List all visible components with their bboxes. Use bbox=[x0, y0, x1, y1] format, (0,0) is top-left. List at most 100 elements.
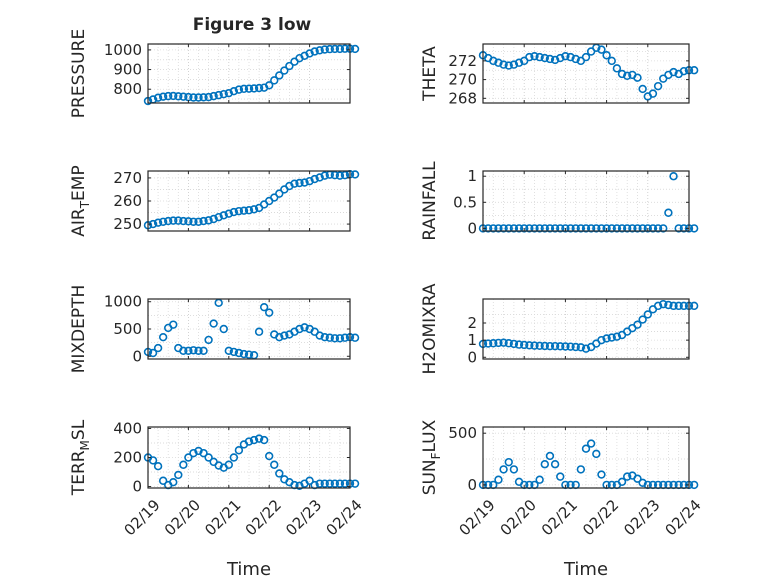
data-point bbox=[494, 475, 503, 484]
data-point bbox=[310, 174, 319, 184]
data-point bbox=[519, 340, 529, 350]
y-tick-label: 0 bbox=[132, 347, 142, 365]
data-point bbox=[340, 479, 350, 488]
data-point bbox=[530, 341, 539, 350]
data-point bbox=[184, 346, 193, 356]
data-point bbox=[148, 348, 158, 358]
data-point bbox=[592, 224, 601, 233]
data-point bbox=[189, 217, 198, 226]
data-point bbox=[679, 66, 689, 76]
data-point bbox=[179, 216, 188, 226]
data-point bbox=[254, 327, 264, 336]
data-point bbox=[499, 338, 508, 347]
data-point bbox=[581, 344, 591, 353]
data-point bbox=[249, 205, 259, 214]
data-point bbox=[229, 347, 239, 357]
data-point bbox=[194, 346, 203, 356]
x-tick-label: 02/22 bbox=[242, 496, 285, 539]
data-point bbox=[229, 86, 239, 96]
data-point bbox=[153, 218, 163, 227]
x-tick-label: 02/19 bbox=[455, 496, 498, 539]
data-point bbox=[335, 479, 345, 488]
y-axis-label: H2OMIXRA bbox=[420, 283, 440, 374]
x-tick-label: 02/21 bbox=[538, 496, 581, 539]
data-point bbox=[648, 89, 658, 98]
data-point bbox=[254, 434, 264, 443]
data-point bbox=[638, 478, 647, 488]
data-point bbox=[310, 47, 319, 56]
data-point bbox=[617, 477, 627, 486]
data-point bbox=[270, 193, 279, 202]
x-axis-label: Time bbox=[563, 559, 608, 580]
y-tick-label: 0 bbox=[132, 478, 142, 496]
data-point bbox=[550, 55, 560, 65]
axes-box bbox=[482, 43, 690, 104]
data-point bbox=[285, 61, 294, 71]
data-point bbox=[561, 51, 570, 61]
data-point bbox=[509, 60, 519, 69]
data-point bbox=[499, 465, 508, 474]
data-point bbox=[350, 479, 360, 488]
data-point bbox=[315, 479, 324, 488]
data-point bbox=[164, 216, 173, 226]
data-point bbox=[550, 341, 560, 351]
data-point bbox=[259, 302, 269, 312]
y-axis-label: TERRMSL bbox=[69, 419, 92, 496]
data-point bbox=[540, 53, 549, 63]
data-point bbox=[689, 66, 699, 75]
data-point bbox=[275, 469, 284, 478]
data-point bbox=[561, 342, 570, 351]
data-point bbox=[239, 206, 249, 215]
data-point bbox=[566, 52, 575, 62]
data-point bbox=[581, 52, 591, 62]
data-point bbox=[330, 44, 340, 54]
data-point bbox=[597, 224, 606, 233]
data-point bbox=[275, 71, 284, 80]
data-point bbox=[174, 216, 183, 225]
data-point bbox=[244, 84, 254, 93]
data-point bbox=[174, 92, 183, 101]
data-point bbox=[607, 333, 616, 342]
data-point bbox=[653, 224, 663, 233]
data-point bbox=[340, 333, 350, 342]
data-point bbox=[597, 335, 606, 345]
data-point bbox=[509, 224, 519, 233]
data-point bbox=[325, 479, 334, 488]
y-tick-label: 500 bbox=[113, 320, 142, 338]
data-point bbox=[229, 207, 239, 217]
y-tick-label: 270 bbox=[113, 169, 142, 187]
data-point bbox=[638, 224, 647, 233]
data-point bbox=[669, 67, 678, 77]
data-point bbox=[489, 56, 498, 66]
data-point bbox=[607, 56, 616, 66]
data-point bbox=[153, 93, 163, 102]
data-point bbox=[315, 46, 324, 55]
data-point bbox=[194, 93, 203, 102]
data-point bbox=[305, 49, 314, 58]
data-point bbox=[556, 342, 565, 351]
data-point bbox=[219, 211, 228, 220]
data-point bbox=[280, 66, 289, 75]
data-point bbox=[174, 470, 183, 480]
data-point bbox=[214, 212, 223, 222]
axes-box bbox=[482, 426, 690, 489]
data-point bbox=[628, 224, 637, 233]
data-point bbox=[540, 341, 549, 351]
data-point bbox=[530, 51, 539, 61]
x-tick-label: 02/22 bbox=[579, 496, 622, 539]
data-point bbox=[199, 448, 208, 458]
data-point bbox=[602, 51, 611, 60]
data-point bbox=[674, 301, 683, 311]
data-point bbox=[659, 224, 668, 233]
data-point bbox=[179, 346, 188, 356]
data-point bbox=[169, 477, 178, 487]
chart-air_temp: 250 260 270 AIRTEMP bbox=[69, 165, 360, 237]
y-tick-label: 2 bbox=[467, 314, 477, 332]
data-point bbox=[509, 465, 519, 474]
data-point bbox=[535, 475, 544, 484]
data-point bbox=[184, 217, 193, 226]
chart-mixdepth: 0 500 1000 MIXDEPTH bbox=[69, 285, 360, 373]
data-point bbox=[607, 224, 616, 233]
